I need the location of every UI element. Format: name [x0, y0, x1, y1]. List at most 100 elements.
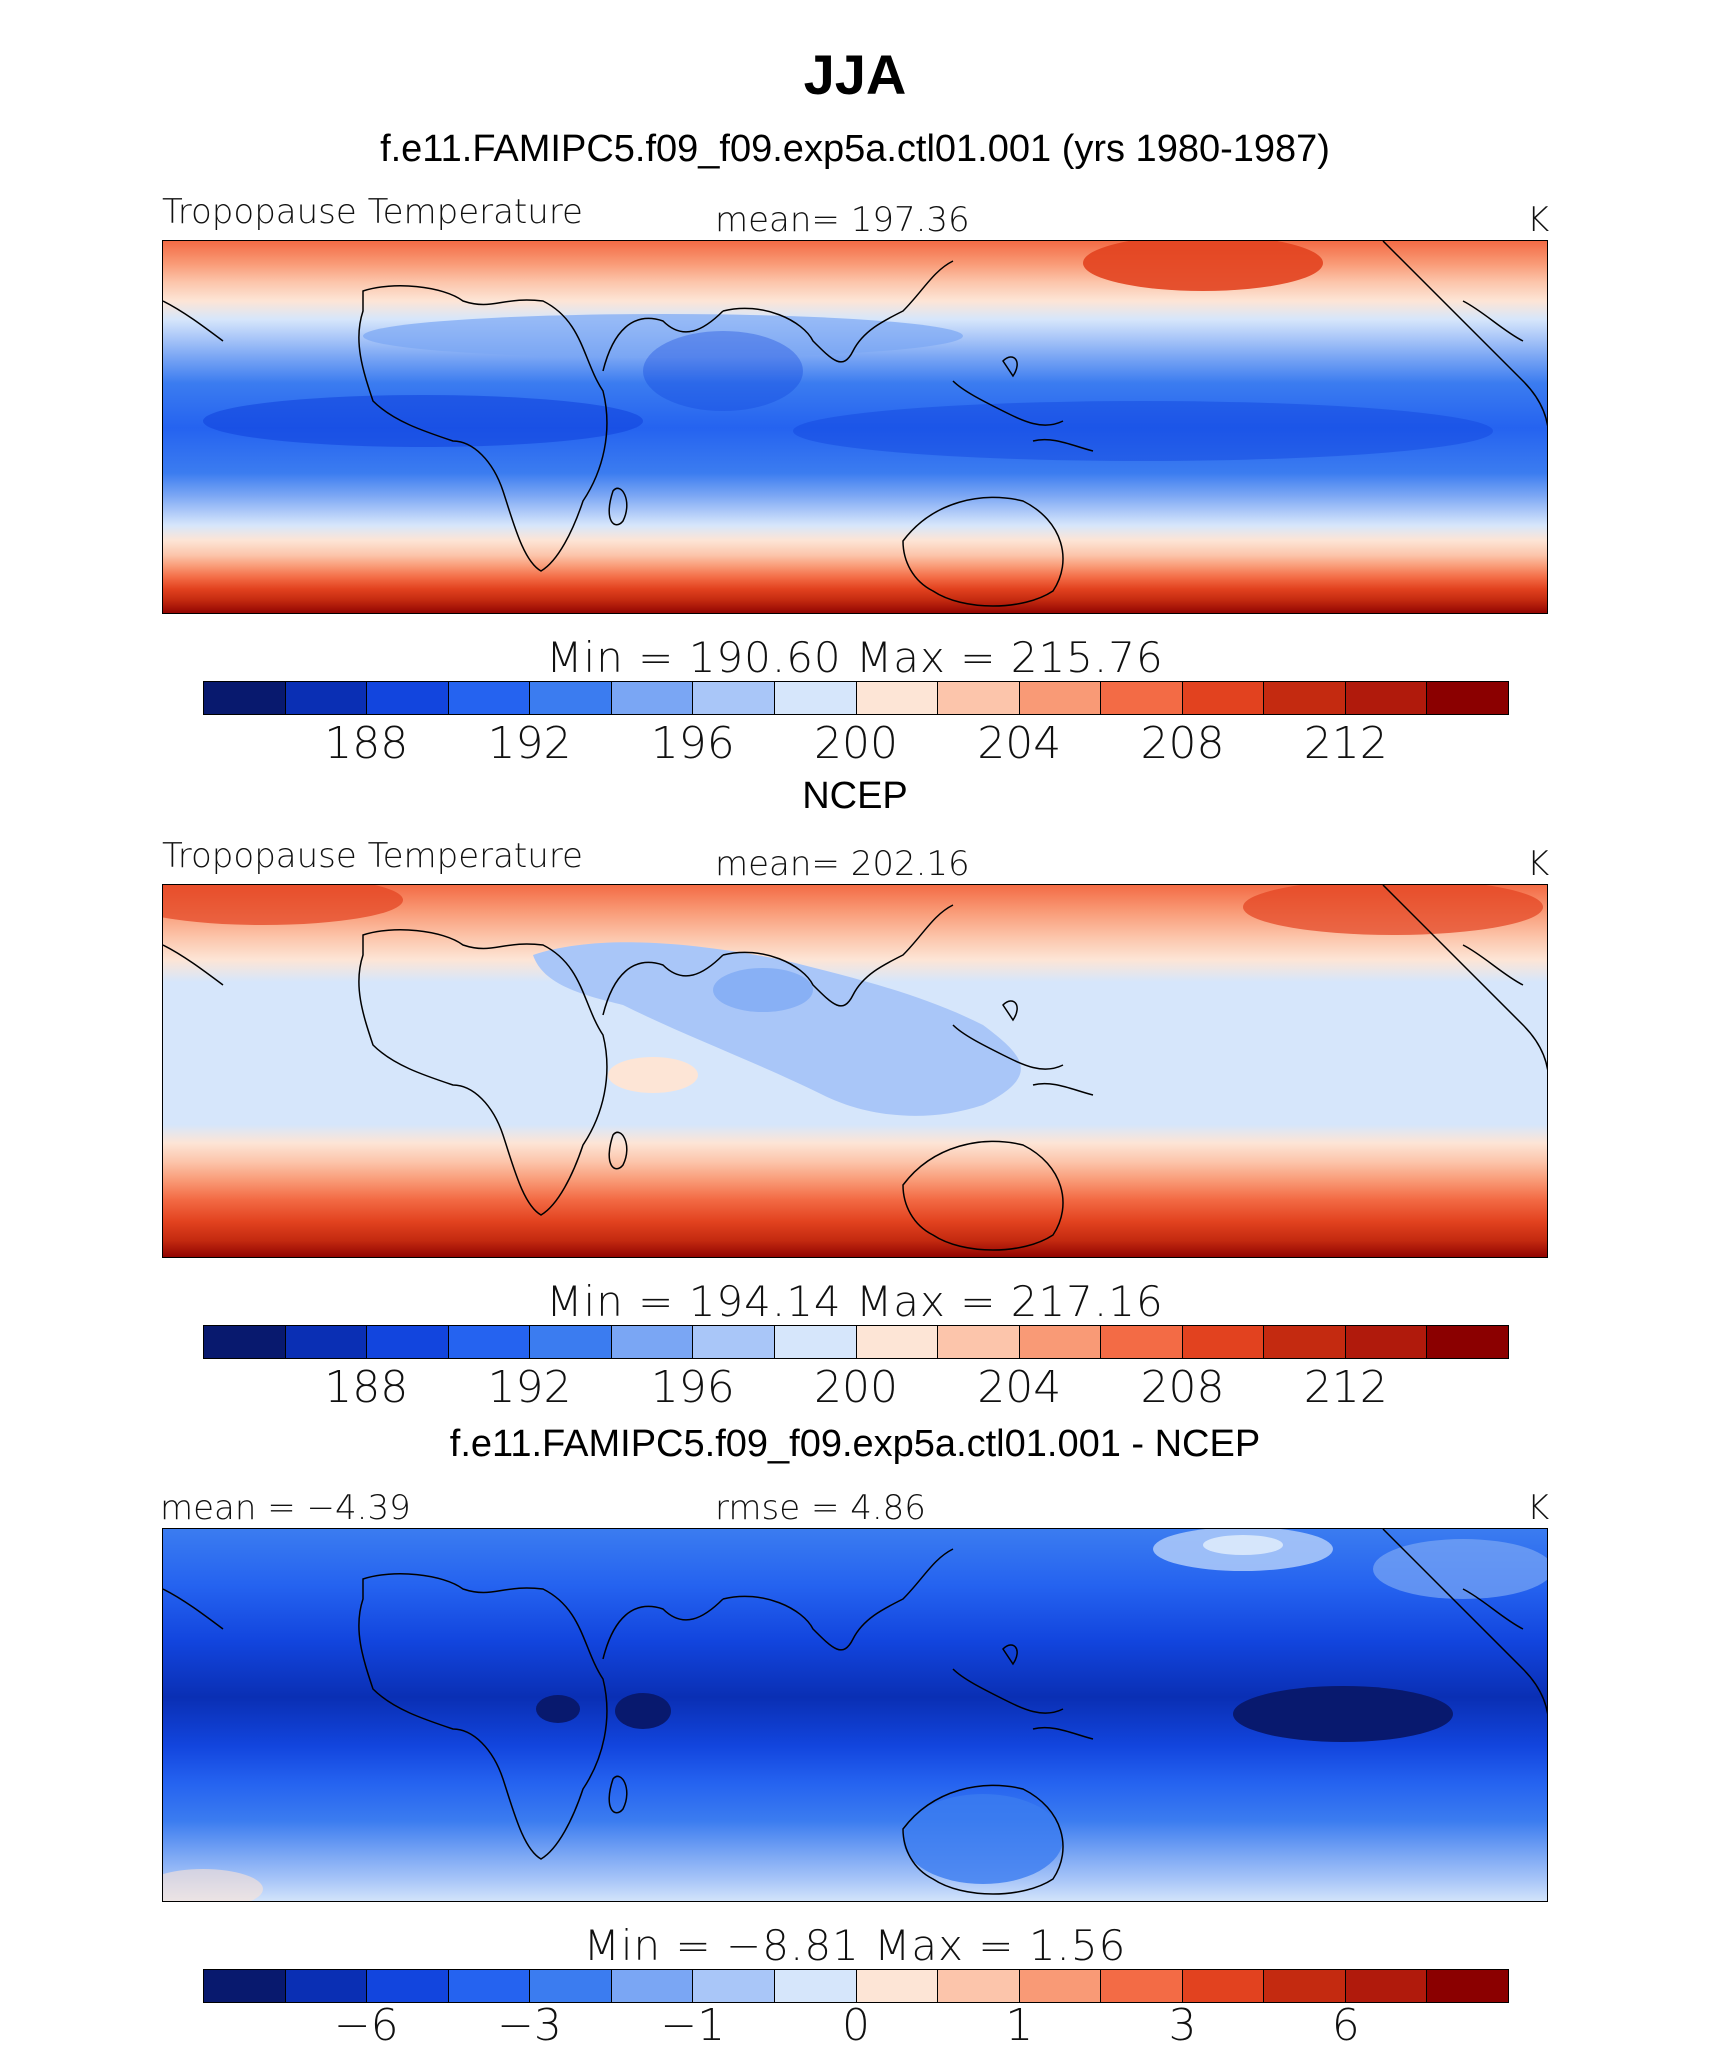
- colorbar-cell: [693, 682, 775, 714]
- panel-2-coastlines: [163, 885, 1547, 1251]
- panel-1-min-max: Min = 190.60 Max = 215.76: [546, 633, 1164, 682]
- colorbar-cell: [938, 682, 1020, 714]
- colorbar-cell: [774, 1970, 857, 2002]
- colorbar-tick-label: 204: [977, 1362, 1062, 1413]
- colorbar-cell: [856, 682, 939, 714]
- panel-2-left-label: Tropopause Temperature: [162, 836, 583, 876]
- colorbar-cell: [1101, 1326, 1183, 1358]
- colorbar-cell: [285, 682, 368, 714]
- colorbar-cell: [367, 682, 449, 714]
- panel-1-coastlines: [163, 241, 1547, 607]
- colorbar-tick-label: −3: [497, 2000, 562, 2051]
- colorbar-cell: [285, 1326, 368, 1358]
- panel-2-min-max: Min = 194.14 Max = 217.16: [546, 1277, 1164, 1326]
- panel-2-header: NCEP: [802, 775, 908, 817]
- panel-1-left-label: Tropopause Temperature: [162, 192, 583, 232]
- colorbar-tick-label: 188: [324, 718, 409, 769]
- colorbar-cell: [204, 682, 286, 714]
- colorbar-cell: [774, 682, 857, 714]
- colorbar-tick-label: 192: [487, 1362, 572, 1413]
- panel-1-units-label: K: [1527, 200, 1550, 240]
- panel-2-contour-plot: [163, 885, 1547, 1257]
- colorbar-cell: [1427, 1970, 1508, 2002]
- colorbar-cell: [1019, 682, 1102, 714]
- colorbar-tick-label: 204: [977, 718, 1062, 769]
- colorbar-cell: [938, 1970, 1020, 2002]
- panel-2-colorbar-ticks: 188 192 196 200 204 208 212: [203, 1362, 1509, 1413]
- colorbar-cell: [611, 1326, 694, 1358]
- colorbar-cell: [611, 1970, 694, 2002]
- colorbar-cell: [1182, 1326, 1265, 1358]
- figure-title: JJA: [803, 43, 907, 106]
- colorbar-cell: [448, 1326, 531, 1358]
- panel-3-header: f.e11.FAMIPC5.f09_f09.exp5a.ctl01.001 - …: [449, 1423, 1261, 1465]
- panel-2-map: [162, 884, 1548, 1258]
- panel-1-map: [162, 240, 1548, 614]
- panel-1-colorbar: [203, 681, 1509, 715]
- panel-3-coastlines: [163, 1529, 1547, 1895]
- colorbar-tick-label: 0: [842, 2000, 870, 2051]
- panel-3-min-max: Min = −8.81 Max = 1.56: [583, 1921, 1127, 1970]
- panel-3-colorbar-ticks: −6 −3 −1 0 1 3 6: [203, 2000, 1509, 2051]
- colorbar-cell: [448, 682, 531, 714]
- panel-3-units-label: K: [1527, 1488, 1550, 1528]
- colorbar-tick-label: 196: [650, 1362, 735, 1413]
- colorbar-cell: [611, 682, 694, 714]
- colorbar-cell: [693, 1326, 775, 1358]
- panel-1-mean-label: mean= 197.36: [715, 200, 970, 240]
- panel-3-map: [162, 1528, 1548, 1902]
- colorbar-tick-label: 192: [487, 718, 572, 769]
- colorbar-cell: [1019, 1970, 1102, 2002]
- colorbar-tick-label: 212: [1303, 718, 1388, 769]
- colorbar-cell: [1182, 1970, 1265, 2002]
- colorbar-tick-label: 3: [1168, 2000, 1197, 2051]
- colorbar-tick-label: 200: [814, 1362, 898, 1413]
- colorbar-cell: [530, 1970, 612, 2002]
- colorbar-tick-label: −6: [333, 2000, 399, 2051]
- colorbar-cell: [204, 1970, 286, 2002]
- panel-3-colorbar: [203, 1969, 1509, 2003]
- colorbar-cell: [1101, 682, 1183, 714]
- panel-3-contour-plot: [163, 1529, 1547, 1901]
- colorbar-tick-label: 200: [814, 718, 898, 769]
- colorbar-cell: [1264, 682, 1346, 714]
- colorbar-cell: [1427, 682, 1508, 714]
- panel-3-rmse-label: rmse = 4.86: [715, 1488, 926, 1528]
- colorbar-cell: [1264, 1326, 1346, 1358]
- colorbar-cell: [774, 1326, 857, 1358]
- panel-2-colorbar: [203, 1325, 1509, 1359]
- panel-1-contour-plot: [163, 241, 1547, 613]
- colorbar-tick-label: 196: [650, 718, 735, 769]
- colorbar-cell: [367, 1970, 449, 2002]
- colorbar-cell: [1345, 1326, 1428, 1358]
- colorbar-cell: [1345, 1970, 1428, 2002]
- panel-3-mean-label: mean = −4.39: [160, 1488, 411, 1528]
- colorbar-cell: [285, 1970, 368, 2002]
- panel-1-colorbar-ticks: 188 192 196 200 204 208 212: [203, 718, 1509, 769]
- colorbar-cell: [1345, 682, 1428, 714]
- colorbar-tick-label: 188: [324, 1362, 409, 1413]
- colorbar-tick-label: 212: [1303, 1362, 1388, 1413]
- panel-2-units-label: K: [1527, 844, 1550, 884]
- colorbar-cell: [1019, 1326, 1102, 1358]
- colorbar-cell: [530, 1326, 612, 1358]
- colorbar-cell: [367, 1326, 449, 1358]
- colorbar-cell: [1264, 1970, 1346, 2002]
- colorbar-tick-label: 208: [1140, 718, 1225, 769]
- colorbar-cell: [856, 1970, 939, 2002]
- colorbar-cell: [856, 1326, 939, 1358]
- panel-2-mean-label: mean= 202.16: [715, 844, 970, 884]
- colorbar-cell: [938, 1326, 1020, 1358]
- colorbar-tick-label: 6: [1331, 2000, 1360, 2051]
- colorbar-cell: [448, 1970, 531, 2002]
- colorbar-tick-label: 208: [1140, 1362, 1225, 1413]
- colorbar-cell: [1101, 1970, 1183, 2002]
- colorbar-tick-label: −1: [660, 2000, 726, 2051]
- colorbar-cell: [530, 682, 612, 714]
- colorbar-cell: [693, 1970, 775, 2002]
- panel-1-header: f.e11.FAMIPC5.f09_f09.exp5a.ctl01.001 (y…: [380, 128, 1330, 170]
- colorbar-cell: [204, 1326, 286, 1358]
- colorbar-cell: [1182, 682, 1265, 714]
- colorbar-cell: [1427, 1326, 1508, 1358]
- colorbar-tick-label: 1: [1005, 2000, 1034, 2051]
